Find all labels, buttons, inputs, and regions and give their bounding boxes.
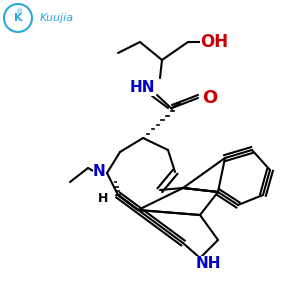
Text: O: O: [202, 89, 217, 107]
Text: N: N: [93, 164, 105, 178]
Text: HN: HN: [129, 80, 155, 95]
Text: Kuujia: Kuujia: [40, 13, 74, 23]
Text: ®: ®: [16, 9, 23, 15]
Text: OH: OH: [200, 33, 228, 51]
Text: H: H: [98, 191, 108, 205]
Text: NH: NH: [195, 256, 221, 271]
Text: K: K: [14, 13, 22, 23]
